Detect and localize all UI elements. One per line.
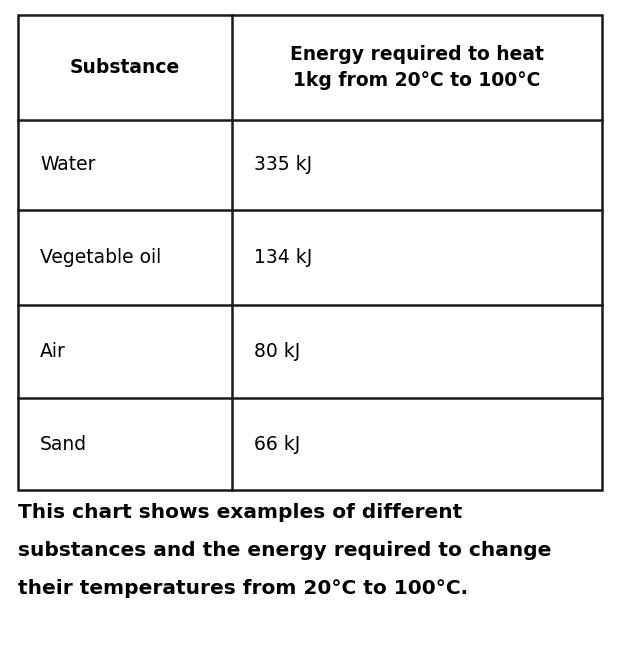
Text: Sand: Sand [40, 435, 87, 454]
Text: This chart shows examples of different: This chart shows examples of different [18, 503, 463, 522]
Text: Substance: Substance [70, 58, 180, 77]
Text: 335 kJ: 335 kJ [254, 156, 312, 174]
Text: Water: Water [40, 156, 95, 174]
Text: Air: Air [40, 342, 66, 361]
Text: their temperatures from 20°C to 100°C.: their temperatures from 20°C to 100°C. [18, 579, 468, 599]
Text: Energy required to heat
1kg from 20°C to 100°C: Energy required to heat 1kg from 20°C to… [290, 45, 544, 90]
Bar [18, 15, 602, 490]
Text: substances and the energy required to change: substances and the energy required to ch… [18, 542, 551, 561]
Text: 80 kJ: 80 kJ [254, 342, 300, 361]
Text: 134 kJ: 134 kJ [254, 248, 312, 267]
Text: Vegetable oil: Vegetable oil [40, 248, 161, 267]
Text: 66 kJ: 66 kJ [254, 435, 300, 454]
